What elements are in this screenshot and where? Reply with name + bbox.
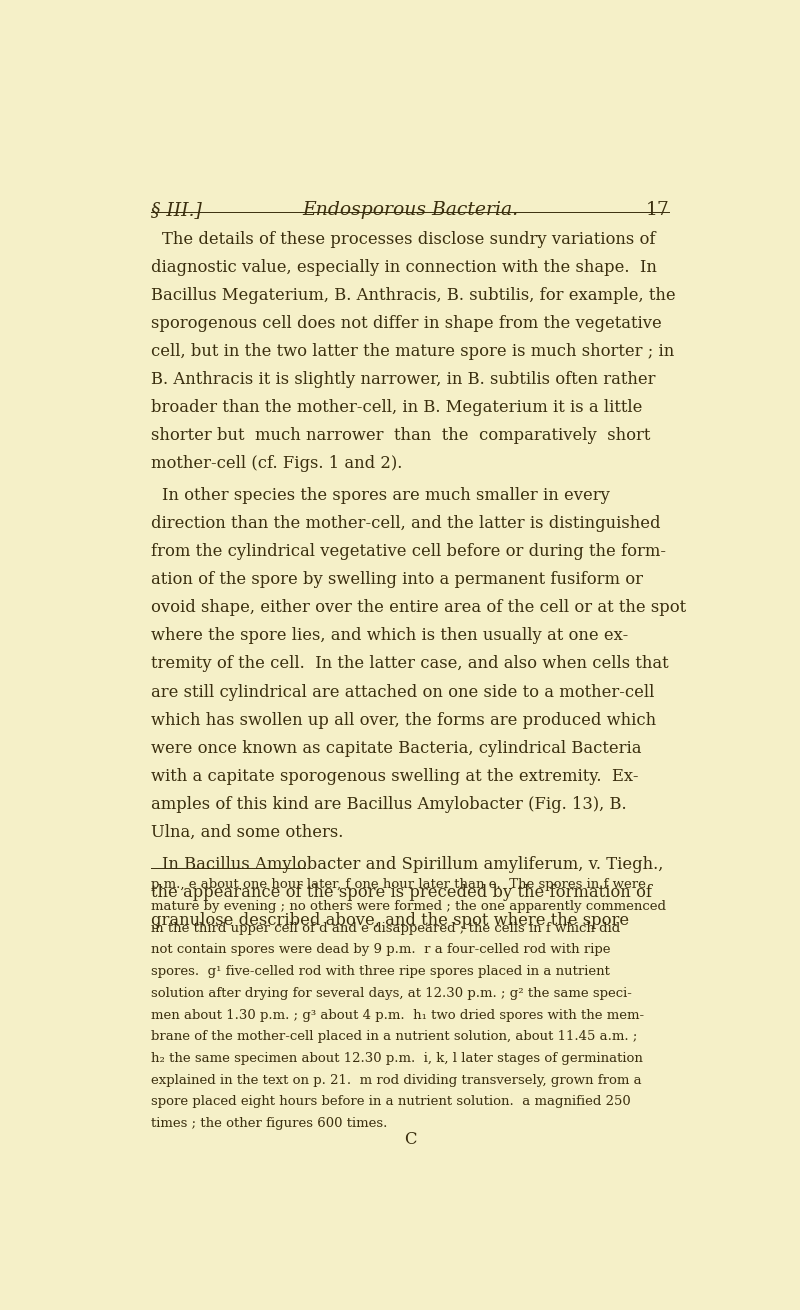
Text: The details of these processes disclose sundry variations of: The details of these processes disclose … xyxy=(162,231,655,248)
Text: mother-cell (cf. Figs. 1 and 2).: mother-cell (cf. Figs. 1 and 2). xyxy=(151,455,402,472)
Text: In Bacillus Amylobacter and Spirillum amyliferum, v. Tiegh.,: In Bacillus Amylobacter and Spirillum am… xyxy=(162,855,663,872)
Text: granulose described above, and the spot where the spore: granulose described above, and the spot … xyxy=(151,912,629,929)
Text: are still cylindrical are attached on one side to a mother-cell: are still cylindrical are attached on on… xyxy=(151,684,654,701)
Text: not contain spores were dead by 9 p.m.  r a four-celled rod with ripe: not contain spores were dead by 9 p.m. r… xyxy=(151,943,610,956)
Text: direction than the mother-cell, and the latter is distinguished: direction than the mother-cell, and the … xyxy=(151,515,660,532)
Text: ovoid shape, either over the entire area of the cell or at the spot: ovoid shape, either over the entire area… xyxy=(151,600,686,617)
Text: solution after drying for several days, at 12.30 p.m. ; g² the same speci-: solution after drying for several days, … xyxy=(151,986,632,1000)
Text: where the spore lies, and which is then usually at one ex-: where the spore lies, and which is then … xyxy=(151,627,628,645)
Text: spores.  g¹ five-celled rod with three ripe spores placed in a nutrient: spores. g¹ five-celled rod with three ri… xyxy=(151,965,610,979)
Text: ation of the spore by swelling into a permanent fusiform or: ation of the spore by swelling into a pe… xyxy=(151,571,643,588)
Text: In other species the spores are much smaller in every: In other species the spores are much sma… xyxy=(162,487,610,504)
Text: men about 1.30 p.m. ; g³ about 4 p.m.  h₁ two dried spores with the mem-: men about 1.30 p.m. ; g³ about 4 p.m. h₁… xyxy=(151,1009,644,1022)
Text: were once known as capitate Bacteria, cylindrical Bacteria: were once known as capitate Bacteria, cy… xyxy=(151,740,642,757)
Text: 17: 17 xyxy=(646,200,669,219)
Text: in the third upper cell of d and e disappeared ; the cells in f which did: in the third upper cell of d and e disap… xyxy=(151,922,620,935)
Text: C: C xyxy=(404,1131,416,1148)
Text: tremity of the cell.  In the latter case, and also when cells that: tremity of the cell. In the latter case,… xyxy=(151,655,669,672)
Text: sporogenous cell does not differ in shape from the vegetative: sporogenous cell does not differ in shap… xyxy=(151,314,662,331)
Text: Bacillus Megaterium, B. Anthracis, B. subtilis, for example, the: Bacillus Megaterium, B. Anthracis, B. su… xyxy=(151,287,675,304)
Text: broader than the mother-cell, in B. Megaterium it is a little: broader than the mother-cell, in B. Mega… xyxy=(151,400,642,417)
Text: shorter but  much narrower  than  the  comparatively  short: shorter but much narrower than the compa… xyxy=(151,427,650,444)
Text: from the cylindrical vegetative cell before or during the form-: from the cylindrical vegetative cell bef… xyxy=(151,544,666,561)
Text: brane of the mother-cell placed in a nutrient solution, about 11.45 a.m. ;: brane of the mother-cell placed in a nut… xyxy=(151,1030,638,1043)
Text: diagnostic value, especially in connection with the shape.  In: diagnostic value, especially in connecti… xyxy=(151,259,657,276)
Text: mature by evening ; no others were formed ; the one apparently commenced: mature by evening ; no others were forme… xyxy=(151,900,666,913)
Text: the appearance of the spore is preceded by the formation of: the appearance of the spore is preceded … xyxy=(151,884,652,901)
Text: p.m., e about one hour later, f one hour later than e.  The spores in f were: p.m., e about one hour later, f one hour… xyxy=(151,879,646,891)
Text: Endosporous Bacteria.: Endosporous Bacteria. xyxy=(302,200,518,219)
Text: spore placed eight hours before in a nutrient solution.  a magnified 250: spore placed eight hours before in a nut… xyxy=(151,1095,630,1108)
Text: h₂ the same specimen about 12.30 p.m.  i, k, l later stages of germination: h₂ the same specimen about 12.30 p.m. i,… xyxy=(151,1052,642,1065)
Text: with a capitate sporogenous swelling at the extremity.  Ex-: with a capitate sporogenous swelling at … xyxy=(151,768,638,785)
Text: times ; the other figures 600 times.: times ; the other figures 600 times. xyxy=(151,1117,387,1131)
Text: cell, but in the two latter the mature spore is much shorter ; in: cell, but in the two latter the mature s… xyxy=(151,343,674,360)
Text: which has swollen up all over, the forms are produced which: which has swollen up all over, the forms… xyxy=(151,711,656,728)
Text: explained in the text on p. 21.  m rod dividing transversely, grown from a: explained in the text on p. 21. m rod di… xyxy=(151,1074,642,1086)
Text: § III.]: § III.] xyxy=(151,200,202,219)
Text: amples of this kind are Bacillus Amylobacter (Fig. 13), B.: amples of this kind are Bacillus Amyloba… xyxy=(151,795,626,812)
Text: B. Anthracis it is slightly narrower, in B. subtilis often rather: B. Anthracis it is slightly narrower, in… xyxy=(151,371,655,388)
Text: Ulna, and some others.: Ulna, and some others. xyxy=(151,824,343,841)
